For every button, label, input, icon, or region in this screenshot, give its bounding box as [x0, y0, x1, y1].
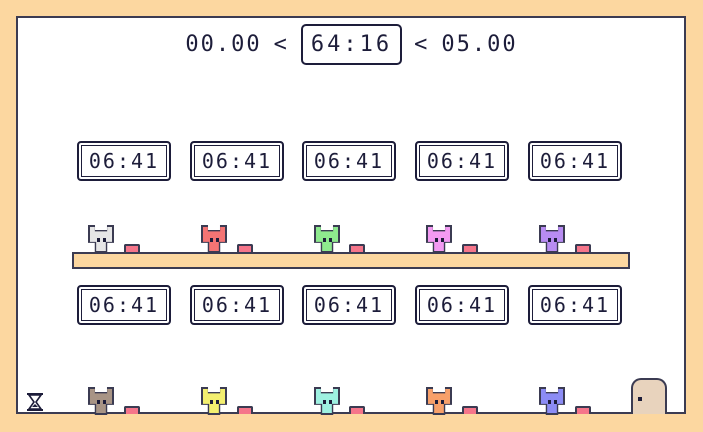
pressure-button[interactable] [237, 406, 253, 414]
pressure-button[interactable] [349, 244, 365, 252]
left-time: 00.00 [185, 31, 262, 57]
pressure-button[interactable] [124, 244, 140, 252]
pink-cat[interactable] [426, 225, 452, 253]
red-cat[interactable] [201, 225, 227, 253]
pressure-button[interactable] [124, 406, 140, 414]
clock-row2-5: 06:41 [528, 285, 622, 325]
blue-cat[interactable] [539, 387, 565, 415]
exit-door[interactable] [631, 378, 667, 414]
clock-row1-3: 06:41 [302, 141, 396, 181]
pressure-button[interactable] [349, 406, 365, 414]
yellow-cat[interactable] [201, 387, 227, 415]
clock-row2-3: 06:41 [302, 285, 396, 325]
right-time: 05.00 [441, 31, 518, 57]
brown-cat[interactable] [88, 387, 114, 415]
hud-timer-bar: 00.00 < 64:16 < 05.00 [0, 22, 703, 66]
pressure-button[interactable] [462, 406, 478, 414]
right-separator: < [414, 31, 430, 57]
pressure-button[interactable] [237, 244, 253, 252]
pressure-button[interactable] [575, 406, 591, 414]
current-time: 64:16 [300, 23, 403, 65]
clock-row1-5: 06:41 [528, 141, 622, 181]
left-separator: < [273, 31, 289, 57]
clock-row1-4: 06:41 [415, 141, 509, 181]
mint-cat[interactable] [314, 387, 340, 415]
game-stage [16, 16, 686, 414]
purple-cat[interactable] [539, 225, 565, 253]
door-knob [638, 397, 642, 401]
pressure-button[interactable] [575, 244, 591, 252]
platform [72, 252, 630, 269]
clock-row2-4: 06:41 [415, 285, 509, 325]
hourglass-icon[interactable] [26, 392, 44, 412]
white-cat[interactable] [88, 225, 114, 253]
clock-row1-1: 06:41 [77, 141, 171, 181]
clock-row2-2: 06:41 [190, 285, 284, 325]
orange-cat[interactable] [426, 387, 452, 415]
clock-row2-1: 06:41 [77, 285, 171, 325]
green-cat[interactable] [314, 225, 340, 253]
clock-row1-2: 06:41 [190, 141, 284, 181]
pressure-button[interactable] [462, 244, 478, 252]
